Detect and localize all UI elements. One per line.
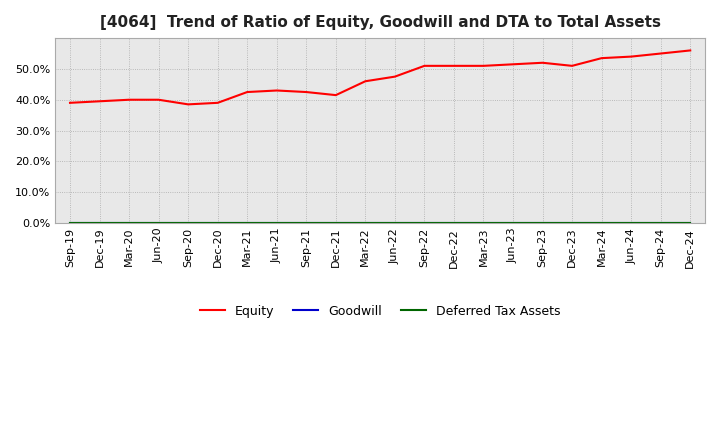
Deferred Tax Assets — [657, 220, 665, 226]
Equity — [480, 63, 488, 69]
Equity — [657, 51, 665, 56]
Deferred Tax Assets — [509, 220, 518, 226]
Goodwill — [598, 220, 606, 226]
Deferred Tax Assets — [331, 220, 340, 226]
Equity — [272, 88, 281, 93]
Equity — [686, 48, 695, 53]
Equity — [331, 92, 340, 98]
Equity — [243, 89, 251, 95]
Equity — [390, 74, 399, 79]
Equity — [539, 60, 547, 66]
Equity — [449, 63, 458, 69]
Goodwill — [95, 220, 104, 226]
Deferred Tax Assets — [390, 220, 399, 226]
Goodwill — [243, 220, 251, 226]
Goodwill — [331, 220, 340, 226]
Equity — [509, 62, 518, 67]
Goodwill — [509, 220, 518, 226]
Equity — [420, 63, 428, 69]
Equity — [568, 63, 577, 69]
Deferred Tax Assets — [95, 220, 104, 226]
Deferred Tax Assets — [361, 220, 369, 226]
Goodwill — [184, 220, 192, 226]
Goodwill — [213, 220, 222, 226]
Goodwill — [125, 220, 133, 226]
Goodwill — [66, 220, 74, 226]
Goodwill — [390, 220, 399, 226]
Deferred Tax Assets — [243, 220, 251, 226]
Equity — [184, 102, 192, 107]
Goodwill — [302, 220, 310, 226]
Goodwill — [361, 220, 369, 226]
Deferred Tax Assets — [449, 220, 458, 226]
Equity — [125, 97, 133, 103]
Equity — [361, 79, 369, 84]
Deferred Tax Assets — [627, 220, 636, 226]
Goodwill — [272, 220, 281, 226]
Deferred Tax Assets — [420, 220, 428, 226]
Goodwill — [539, 220, 547, 226]
Goodwill — [449, 220, 458, 226]
Goodwill — [480, 220, 488, 226]
Equity — [627, 54, 636, 59]
Deferred Tax Assets — [539, 220, 547, 226]
Equity — [598, 55, 606, 61]
Deferred Tax Assets — [125, 220, 133, 226]
Deferred Tax Assets — [686, 220, 695, 226]
Equity — [66, 100, 74, 106]
Equity — [154, 97, 163, 103]
Equity — [95, 99, 104, 104]
Deferred Tax Assets — [480, 220, 488, 226]
Goodwill — [420, 220, 428, 226]
Goodwill — [568, 220, 577, 226]
Deferred Tax Assets — [302, 220, 310, 226]
Deferred Tax Assets — [66, 220, 74, 226]
Line: Equity: Equity — [70, 51, 690, 104]
Equity — [302, 89, 310, 95]
Goodwill — [686, 220, 695, 226]
Goodwill — [627, 220, 636, 226]
Goodwill — [657, 220, 665, 226]
Legend: Equity, Goodwill, Deferred Tax Assets: Equity, Goodwill, Deferred Tax Assets — [195, 300, 565, 323]
Title: [4064]  Trend of Ratio of Equity, Goodwill and DTA to Total Assets: [4064] Trend of Ratio of Equity, Goodwil… — [99, 15, 661, 30]
Deferred Tax Assets — [598, 220, 606, 226]
Deferred Tax Assets — [568, 220, 577, 226]
Equity — [213, 100, 222, 106]
Deferred Tax Assets — [154, 220, 163, 226]
Goodwill — [154, 220, 163, 226]
Deferred Tax Assets — [184, 220, 192, 226]
Deferred Tax Assets — [272, 220, 281, 226]
Deferred Tax Assets — [213, 220, 222, 226]
